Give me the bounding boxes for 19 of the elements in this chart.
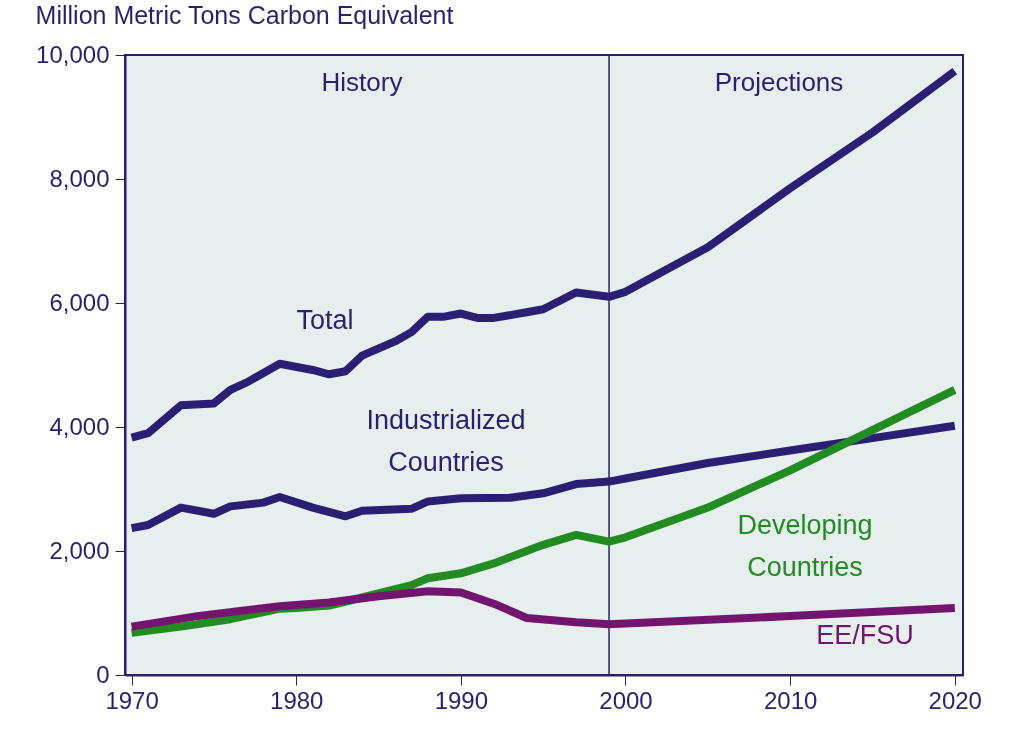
x-tick-label: 1970 xyxy=(105,686,159,714)
series-label: Total xyxy=(296,305,354,335)
y-tick-label: 2,000 xyxy=(49,536,110,564)
x-tick-label: 1990 xyxy=(434,686,489,714)
y-tick-label: 6,000 xyxy=(49,288,110,316)
x-tick-label: 2010 xyxy=(763,686,818,714)
y-tick-label: 8,000 xyxy=(49,164,110,192)
x-tick-label: 2000 xyxy=(599,686,653,714)
x-tick-label: 2020 xyxy=(928,686,982,714)
y-axis-title: Million Metric Tons Carbon Equivalent xyxy=(35,1,454,29)
x-tick-label: 1980 xyxy=(270,686,324,714)
y-tick-label: 10,000 xyxy=(36,40,110,68)
y-tick-label: 0 xyxy=(96,660,110,688)
y-tick-label: 4,000 xyxy=(49,412,110,440)
annotation: Projections xyxy=(714,67,844,97)
series-label: EE/FSU xyxy=(816,620,914,650)
series-label: Industrialized Countries xyxy=(366,405,526,477)
series-label: Developing Countries xyxy=(737,510,873,582)
annotation: History xyxy=(321,67,403,97)
